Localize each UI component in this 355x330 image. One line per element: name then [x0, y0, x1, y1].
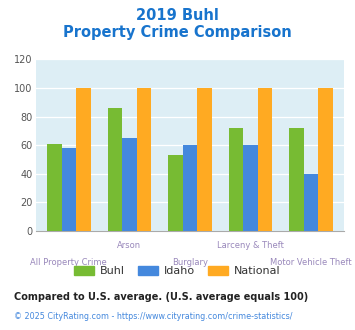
- Text: All Property Crime: All Property Crime: [31, 258, 107, 267]
- Bar: [122, 138, 137, 231]
- Bar: [197, 88, 212, 231]
- Bar: [76, 88, 91, 231]
- Text: Arson: Arson: [117, 241, 141, 250]
- Bar: [229, 128, 243, 231]
- Bar: [137, 88, 151, 231]
- Bar: [183, 145, 197, 231]
- Text: Compared to U.S. average. (U.S. average equals 100): Compared to U.S. average. (U.S. average …: [14, 292, 308, 302]
- Text: © 2025 CityRating.com - https://www.cityrating.com/crime-statistics/: © 2025 CityRating.com - https://www.city…: [14, 312, 293, 321]
- Bar: [318, 88, 333, 231]
- Bar: [108, 108, 122, 231]
- Bar: [47, 144, 61, 231]
- Bar: [168, 155, 183, 231]
- Legend: Buhl, Idaho, National: Buhl, Idaho, National: [70, 261, 285, 280]
- Text: 2019 Buhl: 2019 Buhl: [136, 8, 219, 23]
- Text: Larceny & Theft: Larceny & Theft: [217, 241, 284, 250]
- Text: Burglary: Burglary: [172, 258, 208, 267]
- Bar: [243, 145, 258, 231]
- Text: Property Crime Comparison: Property Crime Comparison: [63, 25, 292, 40]
- Bar: [258, 88, 272, 231]
- Bar: [289, 128, 304, 231]
- Bar: [304, 174, 318, 231]
- Text: Motor Vehicle Theft: Motor Vehicle Theft: [270, 258, 352, 267]
- Bar: [61, 148, 76, 231]
